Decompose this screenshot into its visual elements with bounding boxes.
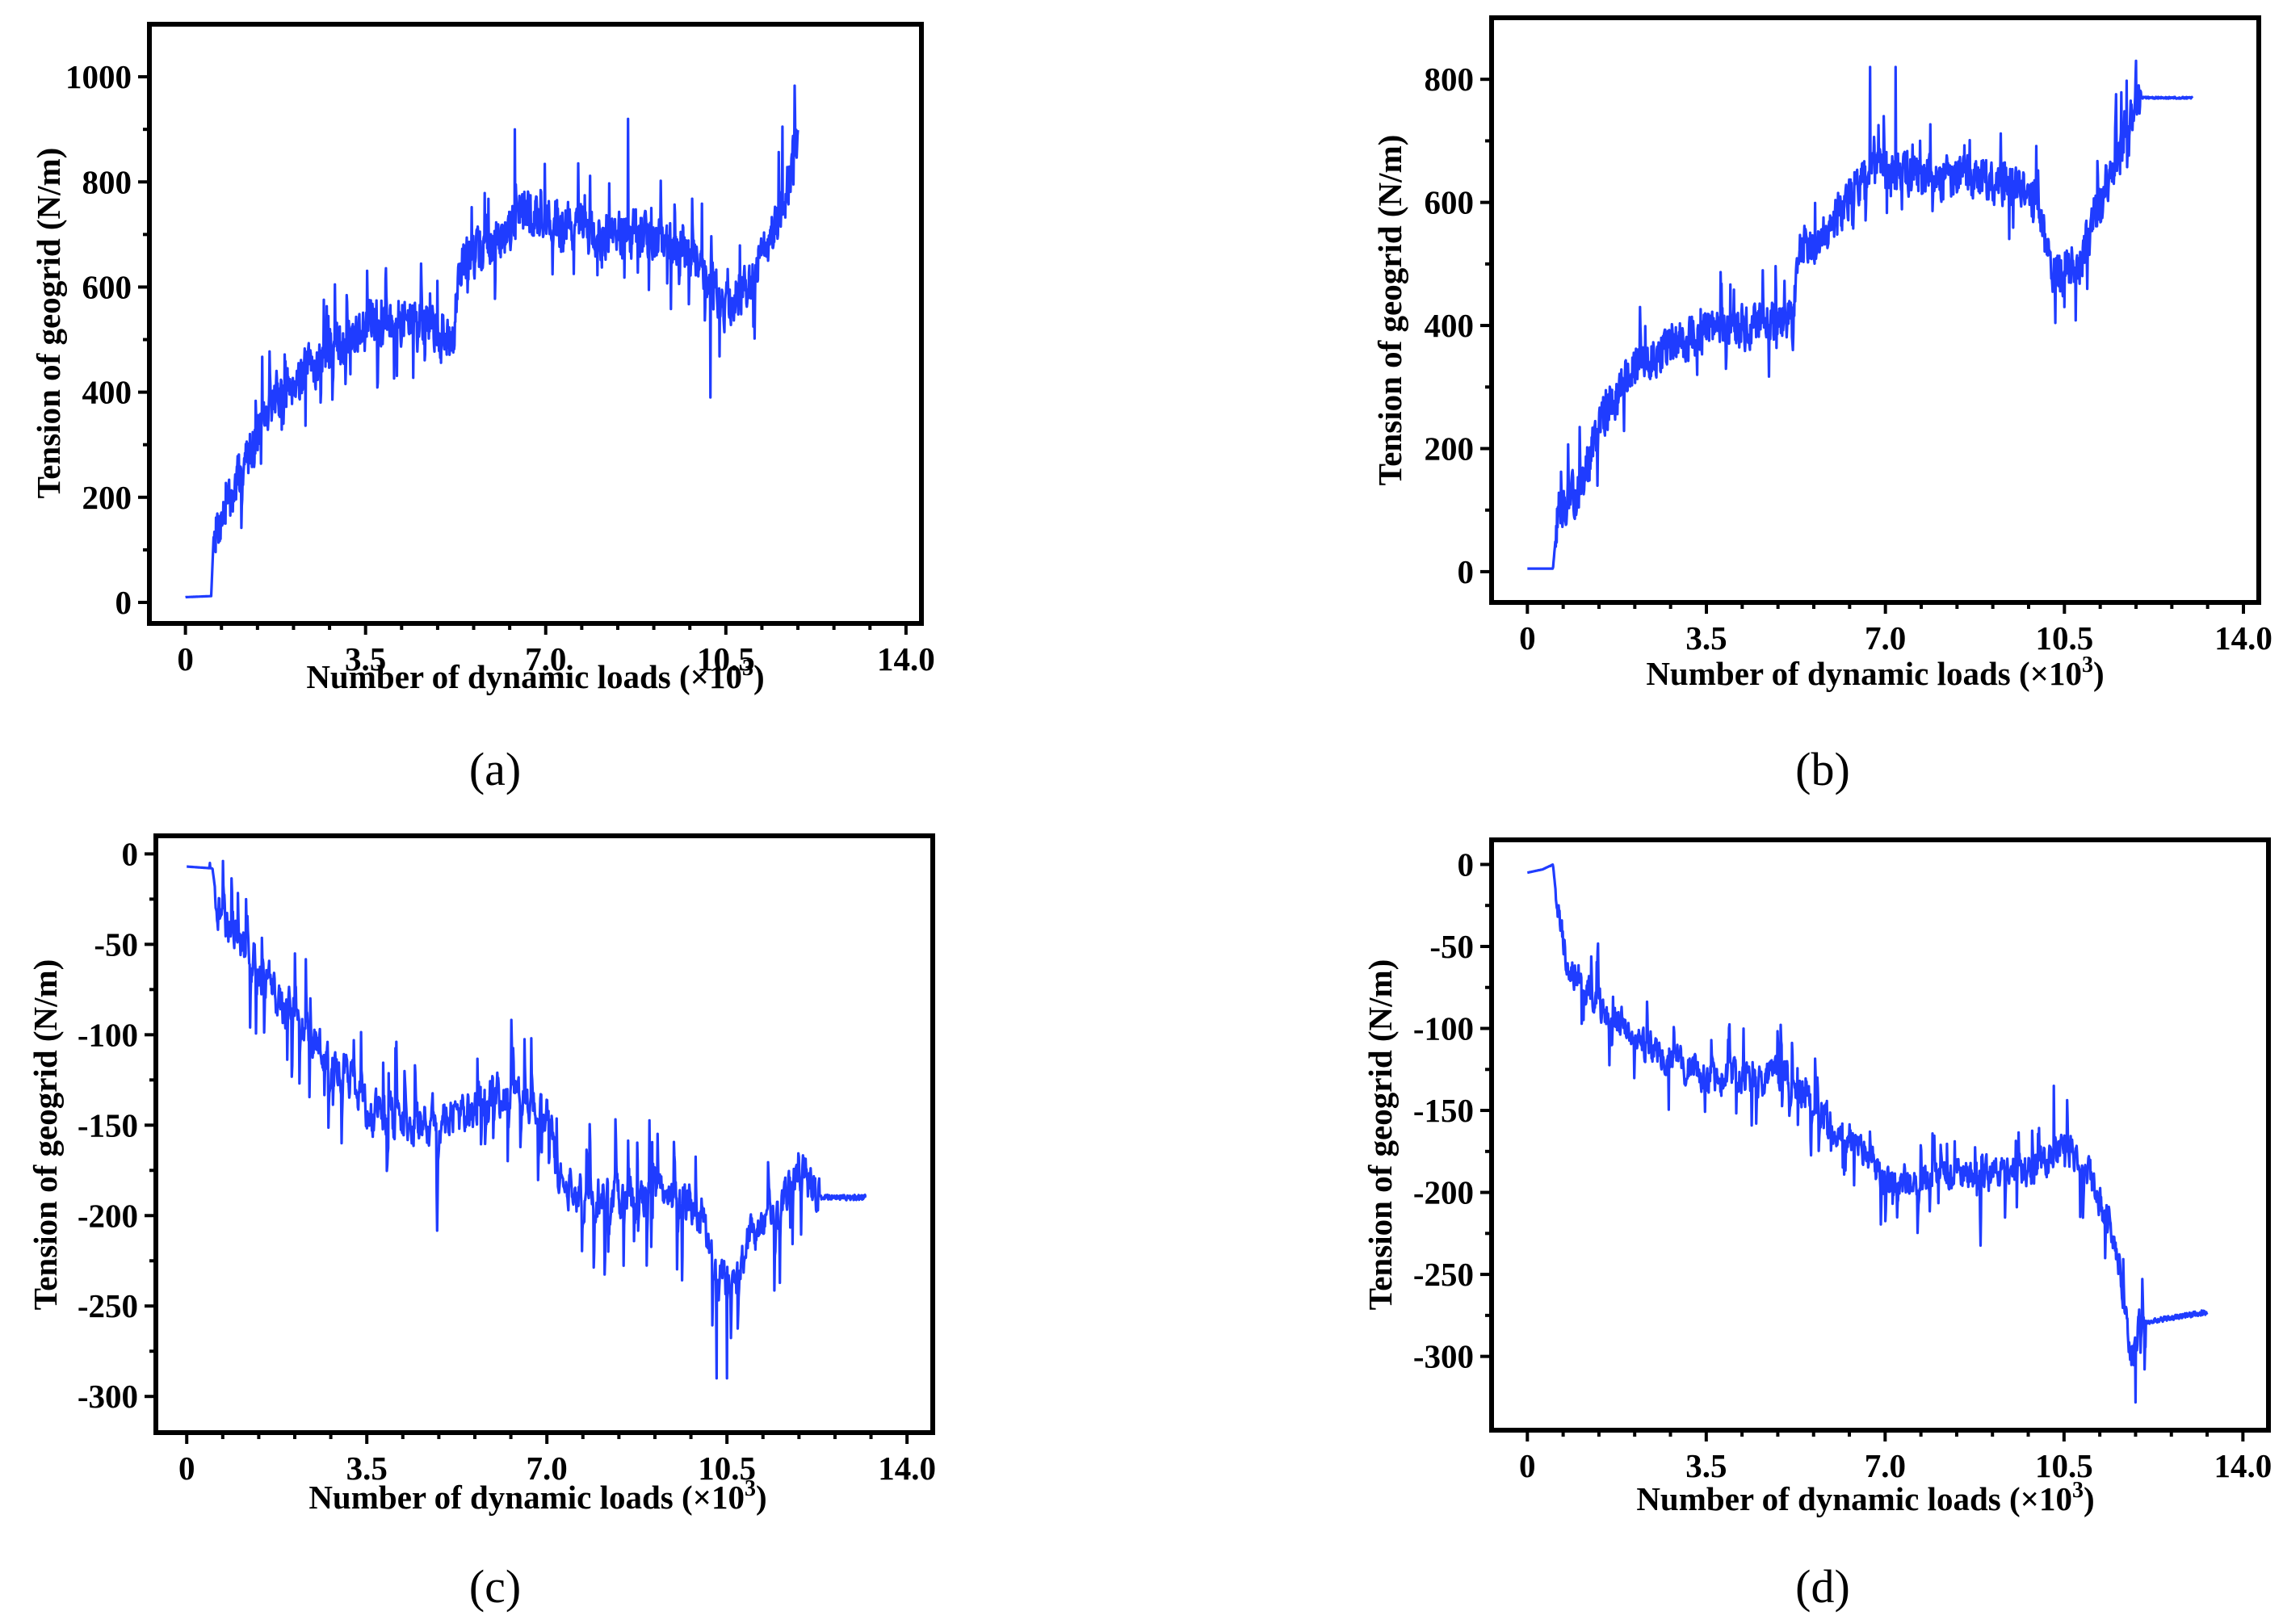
y-tick-label: -250 bbox=[1413, 1256, 1474, 1293]
y-tick-label: 0 bbox=[122, 835, 139, 872]
x-axis: 0 3.5 7.0 10.5 14.0 bbox=[178, 1433, 936, 1487]
y-tick-label: 800 bbox=[82, 163, 132, 200]
x-tick-label: 14.0 bbox=[2214, 619, 2273, 657]
x-tick-label: 0 bbox=[177, 640, 194, 678]
y-tick-label: 0 bbox=[1458, 846, 1475, 883]
x-tick-label: 10.5 bbox=[2035, 619, 2093, 657]
x-tick-label: 7.0 bbox=[527, 1450, 568, 1487]
x-tick-label: 3.5 bbox=[1685, 619, 1727, 657]
series-layer bbox=[1526, 59, 2194, 570]
panel-label-b: (b) bbox=[1795, 743, 1850, 795]
y-axis-title: Tension of geogrid (N/m) bbox=[1362, 959, 1399, 1311]
y-tick-label: -200 bbox=[78, 1197, 138, 1234]
x-tick-label: 14.0 bbox=[2214, 1447, 2272, 1484]
y-tick-label: -100 bbox=[1413, 1010, 1474, 1047]
x-axis: 0 3.5 7.0 10.5 14.0 bbox=[1519, 602, 2273, 657]
y-tick-label: -250 bbox=[78, 1287, 138, 1324]
x-tick-label: 0 bbox=[1519, 1447, 1536, 1484]
x-tick-label: 3.5 bbox=[1685, 1447, 1727, 1484]
plot-frame bbox=[1489, 15, 2261, 605]
panel-b: 0 200 400 600 800 0 3.5 7.0 10.5 14.0 Number of … bbox=[1371, 15, 2273, 795]
y-tick-label: -150 bbox=[1413, 1092, 1474, 1129]
x-axis-title: Number of dynamic loads (×103) bbox=[306, 656, 764, 695]
y-tick-label: 600 bbox=[1425, 184, 1475, 221]
y-axis-title: Tension of geogrid (N/m) bbox=[1371, 135, 1408, 486]
series-layer bbox=[1526, 863, 2209, 1404]
panel-label-c: (c) bbox=[469, 1560, 521, 1613]
x-tick-label: 0 bbox=[1519, 619, 1536, 657]
y-axis: 0 200 400 600 800 bbox=[1425, 61, 1492, 590]
x-tick-label: 14.0 bbox=[877, 640, 935, 678]
y-tick-label: 0 bbox=[115, 584, 132, 621]
y-tick-label: 400 bbox=[1425, 307, 1475, 344]
x-axis-title: Number of dynamic loads (×103) bbox=[1636, 1478, 2094, 1517]
x-tick-label: 7.0 bbox=[525, 640, 566, 678]
y-tick-label: -200 bbox=[1413, 1174, 1474, 1211]
y-tick-label: 600 bbox=[82, 268, 132, 305]
y-axis-title: Tension of geogrid (N/m) bbox=[27, 959, 64, 1311]
y-tick-label: -100 bbox=[78, 1016, 138, 1053]
series-line-tension bbox=[1526, 59, 2194, 570]
y-axis: 0 -50 -100 -150 -200 -250 -300 bbox=[1413, 846, 1492, 1375]
series-line-tension bbox=[186, 859, 867, 1380]
y-tick-label: 800 bbox=[1425, 61, 1475, 98]
panel-d: 0 -50 -100 -150 -200 -250 -300 0 3.5 7.0 10.5 14.0… bbox=[1362, 837, 2272, 1613]
x-axis: 0 3.5 7.0 10.5 14.0 bbox=[1519, 1430, 2272, 1484]
x-axis-title: Number of dynamic loads (×103) bbox=[1646, 653, 2104, 692]
x-tick-label: 7.0 bbox=[1865, 1447, 1906, 1484]
plot-frame bbox=[147, 22, 924, 626]
y-tick-label: -50 bbox=[94, 925, 138, 963]
y-tick-label: -50 bbox=[1429, 928, 1474, 965]
x-tick-label: 10.5 bbox=[698, 1450, 756, 1487]
y-tick-label: 200 bbox=[82, 479, 132, 516]
plot-frame bbox=[1489, 837, 2271, 1433]
x-axis-title: Number of dynamic loads (×103) bbox=[308, 1476, 766, 1516]
x-axis: 0 3.5 7.0 10.5 14.0 bbox=[177, 623, 935, 678]
y-tick-label: 1000 bbox=[65, 58, 132, 95]
y-axis-title: Tension of geogrid (N/m) bbox=[30, 148, 67, 499]
panel-label-d: (d) bbox=[1795, 1560, 1850, 1613]
x-tick-label: 10.5 bbox=[2035, 1447, 2093, 1484]
panel-label-a: (a) bbox=[469, 743, 521, 795]
y-tick-label: -300 bbox=[78, 1378, 138, 1415]
series-layer bbox=[186, 859, 867, 1380]
panel-a: 0 200 400 600 800 1000 0 3.5 7.0 10.5 14.0 Number… bbox=[30, 22, 935, 795]
y-tick-label: 0 bbox=[1458, 553, 1475, 590]
y-tick-label: -150 bbox=[78, 1106, 138, 1144]
y-axis: 0 -50 -100 -150 -200 -250 -300 bbox=[78, 835, 156, 1415]
y-axis: 0 200 400 600 800 1000 bbox=[65, 58, 149, 621]
y-tick-label: 400 bbox=[82, 374, 132, 411]
x-tick-label: 0 bbox=[178, 1450, 195, 1487]
series-line-tension bbox=[184, 84, 799, 599]
panel-c: 0 -50 -100 -150 -200 -250 -300 0 3.5 7.0 10.5 14.0… bbox=[27, 833, 936, 1613]
x-tick-label: 10.5 bbox=[697, 640, 755, 678]
y-tick-label: 200 bbox=[1425, 430, 1475, 467]
y-tick-label: -300 bbox=[1413, 1338, 1474, 1375]
plot-frame bbox=[153, 833, 935, 1435]
series-layer bbox=[184, 84, 799, 599]
x-tick-label: 3.5 bbox=[346, 1450, 388, 1487]
series-line-tension bbox=[1526, 863, 2209, 1404]
x-tick-label: 3.5 bbox=[345, 640, 386, 678]
x-tick-label: 7.0 bbox=[1865, 619, 1906, 657]
x-tick-label: 14.0 bbox=[878, 1450, 936, 1487]
